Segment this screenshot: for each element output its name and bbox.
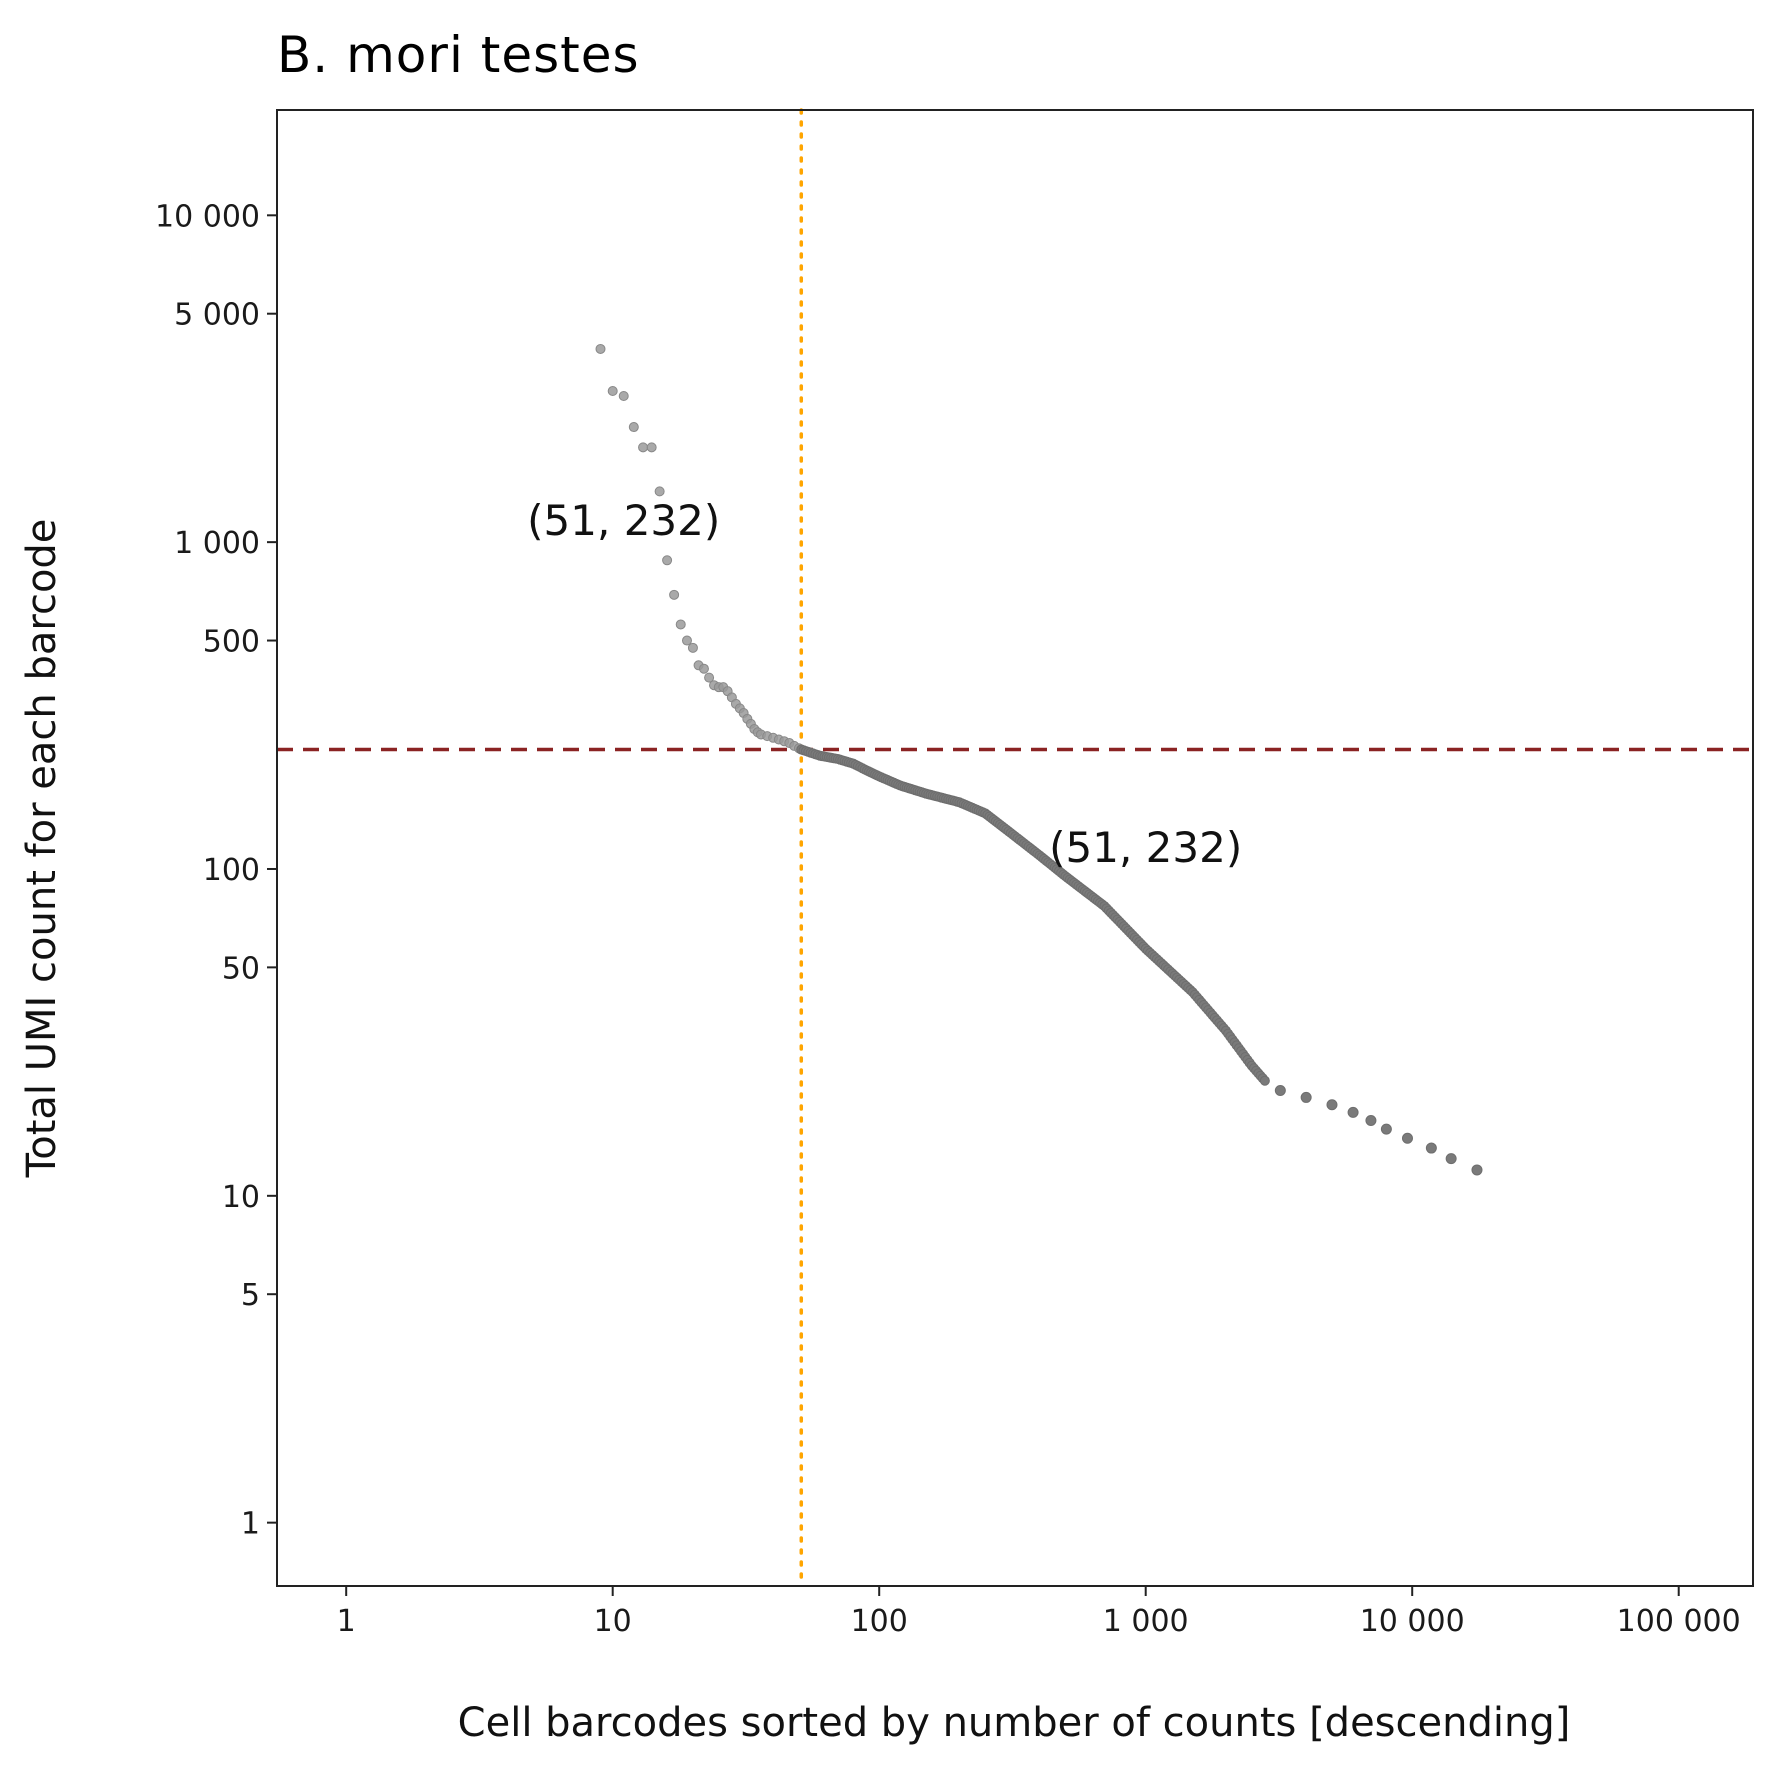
y-tick-label: 10 000 bbox=[155, 199, 260, 234]
data-point bbox=[595, 343, 606, 354]
annotations: (51, 232) (51, 232) bbox=[527, 496, 1242, 872]
data-point bbox=[681, 635, 692, 646]
x-tick-label: 10 000 bbox=[1360, 1604, 1465, 1639]
x-tick-label: 100 000 bbox=[1617, 1604, 1741, 1639]
plot-area: (51, 232) (51, 232) bbox=[277, 108, 1753, 1588]
annotation-label: (51, 232) bbox=[527, 496, 720, 545]
data-point bbox=[698, 663, 709, 674]
data-point bbox=[618, 391, 629, 402]
data-point bbox=[1259, 1075, 1270, 1086]
data-point bbox=[1365, 1114, 1377, 1126]
y-tick-label: 500 bbox=[203, 625, 260, 660]
annotation-label: (51, 232) bbox=[1049, 823, 1242, 872]
data-point bbox=[1401, 1132, 1413, 1144]
data-point bbox=[1300, 1091, 1312, 1103]
data-point bbox=[638, 442, 649, 453]
x-axis: 1 10 100 1 000 10 000 100 000 bbox=[337, 1586, 1741, 1639]
data-point bbox=[669, 589, 680, 600]
data-point bbox=[675, 619, 686, 630]
data-point bbox=[607, 386, 618, 397]
data-point bbox=[704, 672, 715, 683]
y-tick-label: 10 bbox=[222, 1180, 260, 1215]
data-point bbox=[1326, 1099, 1338, 1111]
data-point bbox=[1471, 1164, 1483, 1176]
y-axis-title: Total UMI count for each barcode bbox=[19, 519, 65, 1179]
data-point bbox=[1274, 1085, 1286, 1097]
threshold-lines bbox=[277, 108, 1753, 1588]
data-point bbox=[646, 442, 657, 453]
data-points bbox=[595, 343, 1483, 1176]
plot-frame bbox=[276, 109, 1754, 1587]
x-tick-label: 1 bbox=[337, 1604, 356, 1639]
data-point bbox=[687, 642, 698, 653]
y-tick-label: 5 bbox=[241, 1278, 260, 1313]
y-axis: 1 5 10 50 100 500 1 000 5 000 10 000 bbox=[155, 199, 277, 1542]
x-axis-title: Cell barcodes sorted by number of counts… bbox=[458, 1700, 1571, 1746]
data-point bbox=[654, 486, 665, 497]
x-tick-label: 10 bbox=[594, 1604, 632, 1639]
y-tick-label: 5 000 bbox=[174, 298, 260, 333]
data-point bbox=[662, 555, 673, 566]
x-tick-label: 100 bbox=[851, 1604, 908, 1639]
data-point bbox=[1425, 1142, 1437, 1154]
chart-title: B. mori testes bbox=[277, 26, 640, 84]
data-point bbox=[628, 422, 639, 433]
data-point bbox=[1347, 1106, 1359, 1118]
y-tick-label: 100 bbox=[203, 853, 260, 888]
data-point bbox=[1380, 1123, 1392, 1135]
x-tick-label: 1 000 bbox=[1103, 1604, 1189, 1639]
y-tick-label: 50 bbox=[222, 951, 260, 986]
y-tick-label: 1 bbox=[241, 1507, 260, 1542]
y-tick-label: 1 000 bbox=[174, 526, 260, 561]
data-point bbox=[1445, 1153, 1457, 1165]
